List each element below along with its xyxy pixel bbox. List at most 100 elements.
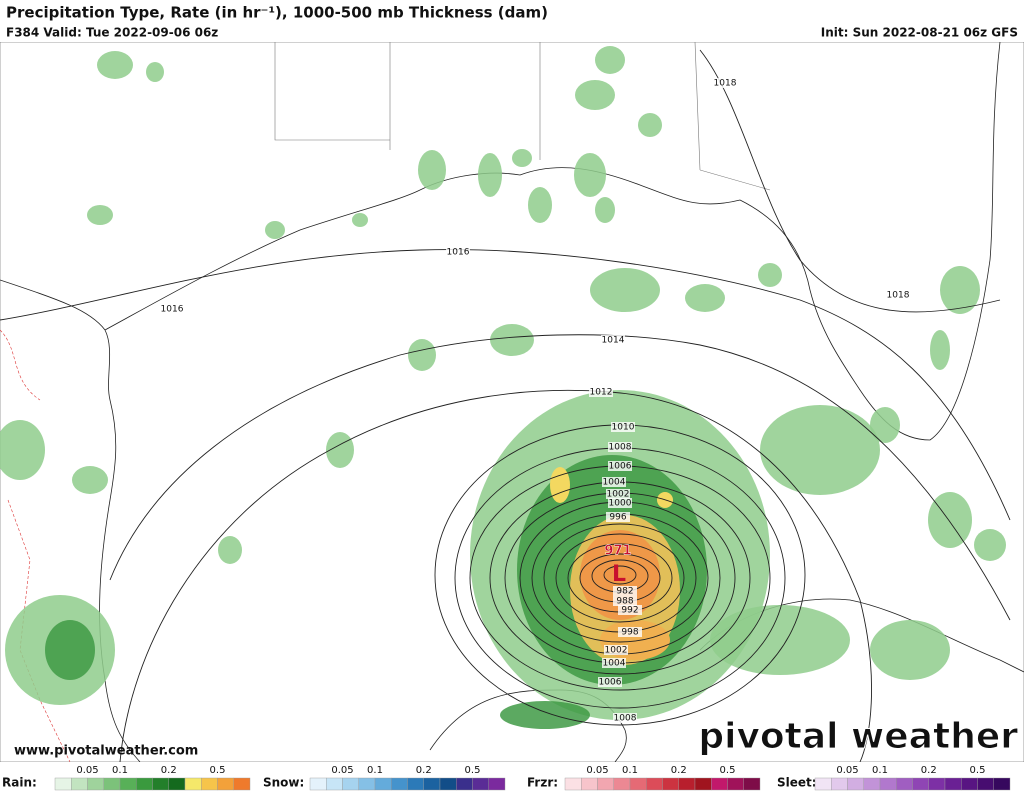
legend-swatch [993, 777, 1011, 791]
legend-swatch [136, 777, 153, 791]
isobar-label: 1018 [714, 79, 737, 89]
legend-swatch [374, 777, 392, 791]
legend-swatch [407, 777, 424, 791]
legend-swatch [896, 777, 913, 791]
isobar-label-bg [618, 605, 642, 615]
legend-label: Sleet: [777, 776, 817, 790]
legend-swatch [342, 777, 359, 791]
isobar-label-bg [604, 645, 628, 655]
legend-swatch [201, 777, 218, 791]
legend-swatch [879, 777, 897, 791]
legend-swatch [168, 777, 186, 791]
header-bg [0, 0, 1024, 42]
legend-swatch [678, 777, 696, 791]
legend-swatch [847, 777, 864, 791]
isobar-label: 982 [616, 587, 633, 597]
legend-swatch [423, 777, 441, 791]
legend-swatch [912, 777, 929, 791]
isobar-label-bg [602, 658, 626, 668]
isobar-label-bg [606, 489, 630, 499]
isobar-label-bg [618, 627, 642, 637]
legend-swatch [662, 777, 679, 791]
legend-tick: 0.2 [161, 765, 177, 776]
isobar-label-bg [160, 304, 184, 314]
legend-tick: 0.05 [586, 765, 608, 776]
legend-swatch [488, 777, 506, 791]
isobar-label: 1016 [447, 248, 470, 258]
valid-time: F384 Valid: Tue 2022-09-06 06z [6, 26, 218, 40]
legend-swatch [472, 777, 489, 791]
website: www.pivotalweather.com [14, 744, 198, 759]
isobar-label-bg [713, 78, 737, 88]
isobar-label: 1012 [590, 388, 613, 398]
isobar-label: 1008 [614, 714, 637, 724]
isobar-label: 992 [621, 606, 638, 616]
legend-swatch [54, 777, 72, 791]
low-symbol: L [612, 562, 626, 587]
legend-swatch [711, 777, 728, 791]
isobar-label: 1014 [602, 336, 625, 346]
legend: Rain: 0.05 0.1 0.2 0.5 Snow: 0.05 0.1 0.2 0.5 Frzr… [2, 765, 1011, 791]
legend-swatch [961, 777, 978, 791]
legend-label: Rain: [2, 776, 37, 790]
legend-swatch [87, 777, 104, 791]
isobar-label: 1002 [607, 490, 630, 500]
legend-swatch [217, 777, 234, 791]
legend-tick: 0.5 [210, 765, 226, 776]
legend-tick: 0.5 [970, 765, 986, 776]
isobar-label-bg [606, 512, 630, 522]
isobar-label-bg [613, 586, 637, 596]
legend-swatch [152, 777, 169, 791]
isobar-label-bg [608, 461, 632, 471]
low-pressure-value: 971 [604, 544, 631, 559]
legend-swatch [119, 777, 137, 791]
isobar-label-bg [611, 422, 635, 432]
legend-swatch [581, 777, 598, 791]
legend-swatch [439, 777, 457, 791]
isobar-label-bg [886, 290, 910, 300]
legend-swatch [629, 777, 647, 791]
isobar-label: 1010 [612, 423, 635, 433]
legend-swatch [613, 777, 631, 791]
legend-swatch [743, 777, 761, 791]
isobar-label: 988 [616, 597, 633, 607]
isobar-label: 1006 [609, 462, 632, 472]
isobar-labels: 1018 1018 1016 1016 1014 1012 1010 1008 1006 1004… [160, 78, 910, 724]
isobar-label: 1008 [609, 443, 632, 453]
legend-swatch [863, 777, 881, 791]
legend-swatch [727, 777, 744, 791]
legend-swatch [814, 777, 832, 791]
legend-swatch [564, 777, 582, 791]
legend-swatch [71, 777, 88, 791]
isobar-label: 1000 [609, 499, 632, 509]
legend-swatch [694, 777, 712, 791]
isobar-label-bg [601, 335, 625, 345]
legend-swatch [326, 777, 343, 791]
legend-tick: 0.5 [720, 765, 736, 776]
isobar-label: 1006 [599, 678, 622, 688]
legend-tick: 0.5 [465, 765, 481, 776]
legend-swatch [646, 777, 663, 791]
legend-tick: 0.1 [112, 765, 128, 776]
isobar-label: 1004 [603, 478, 626, 488]
isobar-label-bg [608, 498, 632, 508]
legend-tick: 0.05 [76, 765, 98, 776]
isobar-label-bg [598, 677, 622, 687]
isobar-label: 1018 [887, 291, 910, 301]
isobar-label-bg [608, 442, 632, 452]
isobar-label-bg [446, 247, 470, 257]
legend-tick: 0.2 [671, 765, 687, 776]
legend-swatch [391, 777, 408, 791]
isobar-label-bg [602, 477, 626, 487]
isobar-label-bg [613, 713, 637, 723]
title: Precipitation Type, Rate (in hr⁻¹), 1000… [6, 4, 548, 22]
legend-tick: 0.2 [416, 765, 432, 776]
isobar-label: 996 [609, 513, 626, 523]
legend-swatch [184, 777, 202, 791]
isobar-label: 1004 [603, 659, 626, 669]
isobar-label: 1016 [161, 305, 184, 315]
isobar-label: 1002 [605, 646, 628, 656]
legend-label: Frzr: [527, 776, 558, 790]
legend-swatch [597, 777, 614, 791]
legend-swatch [358, 777, 376, 791]
